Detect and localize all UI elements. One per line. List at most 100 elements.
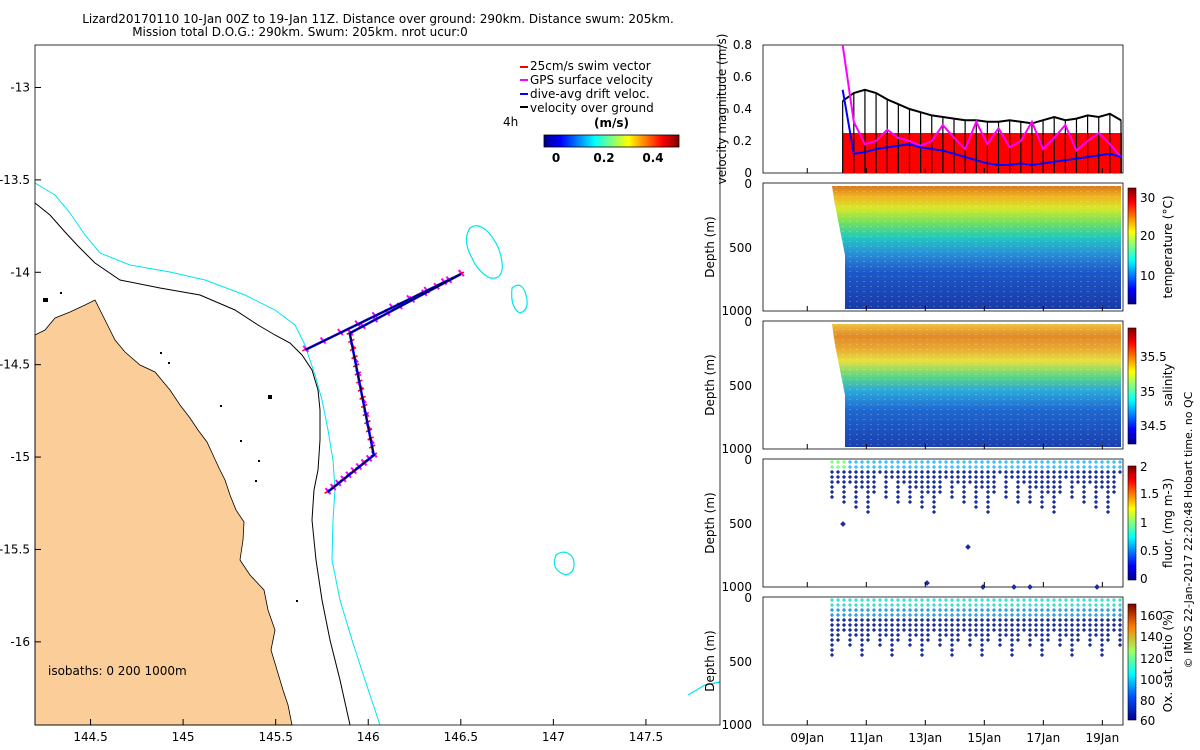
- oxygen-point: [1087, 602, 1093, 608]
- oxygen-point: [919, 622, 925, 628]
- oxygen-point: [835, 617, 841, 623]
- oxygen-point: [919, 632, 925, 638]
- oxygen-point: [1117, 607, 1123, 613]
- temp-ytick-0: 0: [744, 177, 752, 191]
- fluorescence-point: [1015, 459, 1021, 465]
- oxygen-point: [1033, 597, 1039, 603]
- oxygen-point: [1117, 602, 1123, 608]
- oxygen-point: [1111, 617, 1117, 623]
- glider-track: [301, 269, 465, 495]
- map-ytick-label: -14.5: [0, 358, 30, 372]
- oxygen-point: [919, 612, 925, 618]
- fluorescence-point: [1117, 469, 1123, 475]
- oxygen-point: [835, 607, 841, 613]
- fluorescence-point: [967, 469, 973, 475]
- fluorescence-point: [1051, 469, 1057, 475]
- fluorescence-point: [1105, 499, 1111, 505]
- fluorescence-point: [883, 459, 889, 465]
- fluorescence-panel: 2 1.5 1 0.5 0 fluor. (mg m-3) 0 500 1000…: [703, 453, 1175, 594]
- oxygen-point: [955, 627, 961, 633]
- fluorescence-point: [841, 479, 847, 485]
- oxygen-point: [859, 607, 865, 613]
- oxygen-point: [925, 602, 931, 608]
- oxygen-point: [943, 612, 949, 618]
- fluorescence-point: [991, 464, 997, 470]
- oxygen-point: [1063, 607, 1069, 613]
- oxygen-point: [1093, 597, 1099, 603]
- oxygen-point: [1105, 637, 1111, 643]
- oxygen-point: [1057, 627, 1063, 633]
- oxygen-point: [931, 612, 937, 618]
- oxygen-point: [901, 602, 907, 608]
- fluorescence-point: [1015, 464, 1021, 470]
- oxygen-point: [907, 597, 913, 603]
- oxygen-point: [829, 642, 835, 648]
- fluorescence-point: [931, 469, 937, 475]
- fluorescence-point: [919, 474, 925, 480]
- oxygen-point: [859, 632, 865, 638]
- oxygen-point: [1051, 627, 1057, 633]
- oxygen-point: [901, 612, 907, 618]
- oxygen-point: [1021, 602, 1027, 608]
- date-tick-label: 15Jan: [967, 731, 1001, 745]
- fluorescence-point: [907, 474, 913, 480]
- fluorescence-point: [937, 474, 943, 480]
- fluorescence-point: [1057, 469, 1063, 475]
- fluorescence-point: [919, 484, 925, 490]
- oxygen-point: [961, 612, 967, 618]
- map-ytick-label: -16: [10, 635, 30, 649]
- fluorescence-point: [871, 464, 877, 470]
- oxygen-colorbar: [1127, 603, 1137, 721]
- oxygen-point: [1081, 597, 1087, 603]
- fluorescence-point: [1069, 489, 1075, 495]
- oxygen-point: [985, 602, 991, 608]
- fluorescence-point: [919, 504, 925, 510]
- fluorescence-point: [1051, 509, 1057, 515]
- fluorescence-point: [949, 479, 955, 485]
- oxygen-point: [1105, 597, 1111, 603]
- fluorescence-point: [1027, 489, 1033, 495]
- fluorescence-point: [865, 504, 871, 510]
- oxygen-point: [1081, 607, 1087, 613]
- reef-island-3: [553, 551, 575, 576]
- oxygen-point: [853, 607, 859, 613]
- fl-ytick-1000: 1000: [721, 580, 752, 594]
- oxygen-point: [829, 652, 835, 658]
- oxygen-point: [925, 612, 931, 618]
- oxygen-point: [1087, 627, 1093, 633]
- fluorescence-point: [985, 504, 991, 510]
- oxygen-point: [1045, 607, 1051, 613]
- fluorescence-point: [1051, 479, 1057, 485]
- fluorescence-point: [1039, 494, 1045, 500]
- date-tick-label: 09Jan: [790, 731, 824, 745]
- oxygen-point: [865, 622, 871, 628]
- oxygen-point: [997, 617, 1003, 623]
- oxygen-point: [847, 607, 853, 613]
- fluorescence-point: [1093, 499, 1099, 505]
- fluorescence-point: [1081, 489, 1087, 495]
- oxygen-point: [865, 632, 871, 638]
- fluorescence-point: [997, 459, 1003, 465]
- fluorescence-point: [895, 489, 901, 495]
- oxygen-point: [1075, 607, 1081, 613]
- oxygen-point: [1093, 627, 1099, 633]
- fluorescence-point: [913, 464, 919, 470]
- oxygen-point: [1027, 637, 1033, 643]
- oxygen-point: [1033, 612, 1039, 618]
- fluorescence-point: [949, 474, 955, 480]
- oxygen-point: [985, 607, 991, 613]
- oxygen-point: [919, 607, 925, 613]
- oxygen-point: [895, 637, 901, 643]
- oxygen-point: [1081, 602, 1087, 608]
- oxygen-point: [1039, 632, 1045, 638]
- fluorescence-point: [1027, 459, 1033, 465]
- fluorescence-point: [913, 459, 919, 465]
- oxygen-point: [841, 607, 847, 613]
- fluorescence-point: [1111, 464, 1117, 470]
- fluorescence-point: [871, 489, 877, 495]
- oxygen-point: [967, 627, 973, 633]
- oxygen-point: [859, 627, 865, 633]
- fluorescence-point: [961, 459, 967, 465]
- fluorescence-point: [1069, 469, 1075, 475]
